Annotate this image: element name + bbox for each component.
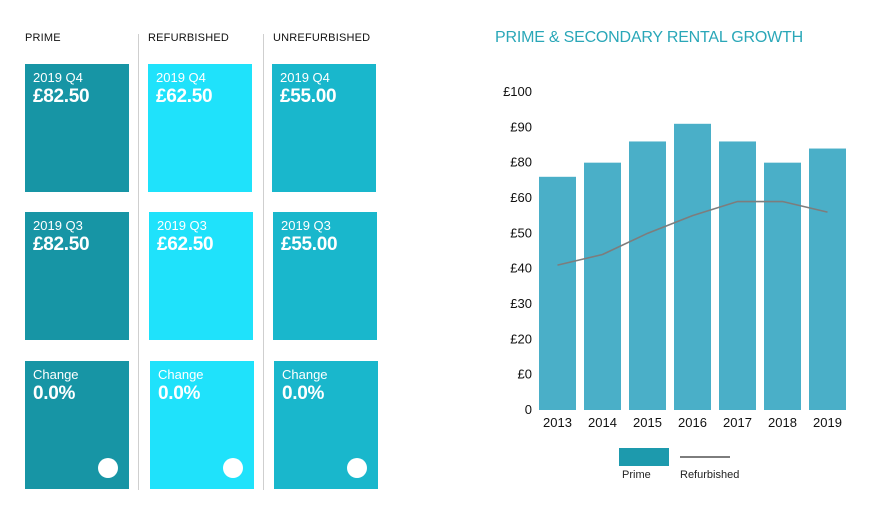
card-change-label: Change	[158, 367, 204, 382]
y-tick-label: £50	[510, 225, 532, 240]
x-tick-label: 2018	[768, 415, 797, 430]
column-divider	[138, 34, 139, 490]
x-tick-label: 2017	[723, 415, 752, 430]
bar-2014	[584, 162, 621, 410]
y-tick-label: £60	[510, 190, 532, 205]
bar-2017	[719, 141, 756, 410]
y-tick-label: £30	[510, 296, 532, 311]
prime-q3-card: 2019 Q3 £82.50	[25, 212, 129, 340]
y-tick-label: £100	[503, 84, 532, 99]
legend-refurbished-label: Refurbished	[680, 469, 740, 481]
y-tick-label: £0	[518, 367, 532, 382]
card-rent-value: £55.00	[280, 86, 337, 107]
y-tick-label: £90	[510, 119, 532, 134]
card-rent-value: £55.00	[281, 234, 338, 255]
y-tick-label: 0	[525, 402, 532, 417]
bar-2019	[809, 148, 846, 410]
chart-title: PRIME & SECONDARY RENTAL GROWTH	[495, 29, 803, 46]
y-tick-label: £40	[510, 261, 532, 276]
legend-prime-label: Prime	[622, 469, 651, 481]
rental-growth-chart: 0 £0 £20 £30 £40 £50 £60 £80 £90 £100 2013 2014 2015…	[503, 84, 846, 430]
refurbished-q3-card: 2019 Q3 £62.50	[149, 212, 253, 340]
card-period-label: 2019 Q4	[156, 70, 206, 85]
card-change-label: Change	[282, 367, 328, 382]
column-header-prime: PRIME	[25, 32, 61, 44]
refurbished-q4-card: 2019 Q4 £62.50	[148, 64, 252, 192]
bar-2015	[629, 141, 666, 410]
status-dot-icon	[223, 458, 243, 478]
y-tick-label: £20	[510, 331, 532, 346]
card-period-label: 2019 Q3	[157, 218, 207, 233]
card-change-label: Change	[33, 367, 79, 382]
card-change-value: 0.0%	[158, 383, 201, 404]
card-period-label: 2019 Q4	[33, 70, 83, 85]
x-tick-label: 2015	[633, 415, 662, 430]
legend-refurbished-swatch	[680, 456, 730, 458]
card-change-value: 0.0%	[33, 383, 76, 404]
column-header-refurbished: REFURBISHED	[148, 32, 230, 44]
card-period-label: 2019 Q3	[33, 218, 83, 233]
x-tick-label: 2019	[813, 415, 842, 430]
line-refurbished	[557, 200, 828, 266]
card-rent-value: £82.50	[33, 234, 90, 255]
card-rent-value: £62.50	[156, 86, 213, 107]
prime-change-card: Change 0.0%	[25, 361, 129, 489]
x-tick-label: 2014	[588, 415, 617, 430]
y-tick-label: £80	[510, 155, 532, 170]
card-rent-value: £62.50	[157, 234, 214, 255]
unrefurbished-q4-card: 2019 Q4 £55.00	[272, 64, 376, 192]
unrefurbished-q3-card: 2019 Q3 £55.00	[273, 212, 377, 340]
status-dot-icon	[347, 458, 367, 478]
refurbished-change-card: Change 0.0%	[150, 361, 254, 489]
prime-q4-card: 2019 Q4 £82.50	[25, 64, 129, 192]
card-period-label: 2019 Q3	[281, 218, 331, 233]
x-tick-label: 2013	[543, 415, 572, 430]
legend-prime-swatch	[619, 448, 669, 466]
card-rent-value: £82.50	[33, 86, 90, 107]
x-tick-label: 2016	[678, 415, 707, 430]
column-divider	[263, 34, 264, 490]
card-period-label: 2019 Q4	[280, 70, 330, 85]
bar-2018	[764, 162, 801, 410]
bar-2013	[539, 176, 576, 410]
bar-2016	[674, 123, 711, 411]
status-dot-icon	[98, 458, 118, 478]
unrefurbished-change-card: Change 0.0%	[274, 361, 378, 489]
card-change-value: 0.0%	[282, 383, 325, 404]
column-header-unrefurbished: UNREFURBISHED	[273, 32, 371, 44]
